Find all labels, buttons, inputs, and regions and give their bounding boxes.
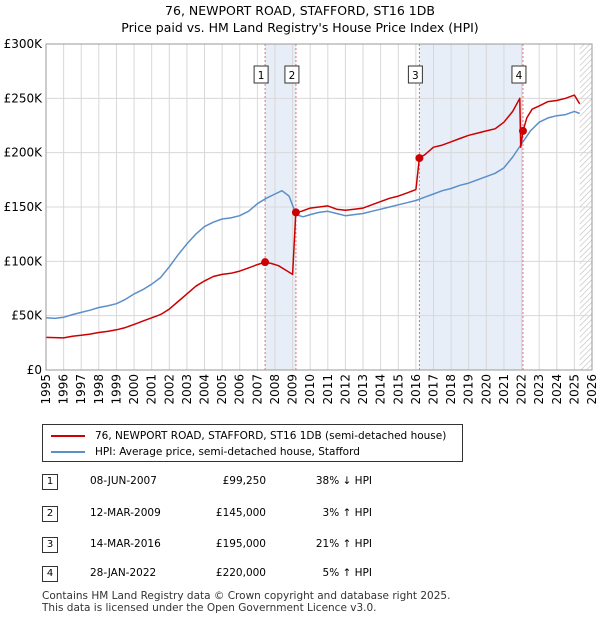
transaction-label-box bbox=[511, 65, 527, 84]
x-tick-label: 2023 bbox=[532, 374, 546, 405]
transaction-label: 1 bbox=[258, 70, 265, 82]
transaction-badge: 3 bbox=[42, 537, 58, 553]
transaction-point bbox=[518, 126, 527, 135]
y-tick-label: £0 bbox=[27, 363, 42, 377]
x-tick-label: 2001 bbox=[145, 374, 159, 405]
footer-copyright: Contains HM Land Registry data © Crown c… bbox=[42, 590, 451, 602]
transaction-label-box bbox=[407, 65, 423, 84]
x-tick-label: 2011 bbox=[321, 374, 335, 405]
x-tick-label: 2021 bbox=[497, 374, 511, 405]
y-tick-label: £300K bbox=[4, 37, 44, 51]
y-tick-label: £200K bbox=[4, 146, 44, 160]
transaction-badge: 1 bbox=[42, 474, 58, 490]
x-tick-label: 1999 bbox=[109, 374, 123, 405]
chart-subtitle: Price paid vs. HM Land Registry's House … bbox=[121, 20, 479, 35]
legend-item-hpi: HPI: Average price, semi-detached house,… bbox=[51, 445, 360, 459]
x-tick-label: 2022 bbox=[515, 374, 529, 405]
transaction-hpi-diff: 38% ↓ HPI bbox=[315, 475, 372, 487]
transaction-price: £145,000 bbox=[215, 507, 266, 519]
transaction-point bbox=[415, 154, 424, 163]
x-tick-label: 2008 bbox=[268, 374, 282, 405]
transaction-hpi-diff: 3% ↑ HPI bbox=[322, 507, 372, 519]
transaction-hpi-diff: 5% ↑ HPI bbox=[322, 567, 372, 579]
x-tick-label: 2004 bbox=[198, 374, 212, 405]
y-tick-label: £150K bbox=[4, 200, 44, 214]
transaction-label: 4 bbox=[516, 70, 523, 82]
transaction-label: 3 bbox=[412, 70, 419, 82]
legend-item-property: 76, NEWPORT ROAD, STAFFORD, ST16 1DB (se… bbox=[51, 429, 446, 443]
price-chart: 1 2 3 4 £0 £50K £100K £150K £200K £250K £300K 1995 1… bbox=[4, 37, 599, 405]
x-tick-label: 2010 bbox=[303, 374, 317, 405]
x-tick-label: 2015 bbox=[391, 374, 405, 405]
legend: 76, NEWPORT ROAD, STAFFORD, ST16 1DB (se… bbox=[42, 424, 463, 462]
plot-frame bbox=[45, 43, 593, 371]
transaction-date: 08-JUN-2007 bbox=[90, 475, 157, 487]
transaction-price: £99,250 bbox=[222, 475, 266, 487]
transaction-price: £195,000 bbox=[215, 538, 266, 550]
transaction-label: 2 bbox=[289, 70, 296, 82]
x-tick-label: 1998 bbox=[92, 374, 106, 405]
chart-title: 76, NEWPORT ROAD, STAFFORD, ST16 1DB bbox=[165, 3, 435, 18]
x-tick-label: 2000 bbox=[127, 374, 141, 405]
x-tick-label: 2020 bbox=[479, 374, 493, 405]
x-tick-label: 2005 bbox=[215, 374, 229, 405]
transaction-label-box bbox=[253, 65, 269, 84]
footer-licence: This data is licensed under the Open Gov… bbox=[42, 602, 377, 614]
x-tick-label: 1997 bbox=[74, 374, 88, 405]
hpi-line bbox=[45, 110, 580, 320]
transaction-point bbox=[291, 208, 300, 217]
x-tick-label: 2024 bbox=[550, 374, 564, 405]
x-tick-label: 2026 bbox=[585, 374, 599, 405]
x-tick-label: 1996 bbox=[57, 374, 71, 405]
transaction-date: 14-MAR-2016 bbox=[90, 538, 161, 550]
x-tick-label: 2006 bbox=[233, 374, 247, 405]
transaction-label-box bbox=[284, 65, 300, 84]
x-tick-label: 2016 bbox=[409, 374, 423, 405]
transaction-date: 12-MAR-2009 bbox=[90, 507, 161, 519]
transaction-point bbox=[261, 258, 270, 267]
y-tick-label: £250K bbox=[4, 91, 44, 105]
x-tick-label: 2019 bbox=[462, 374, 476, 405]
x-tick-label: 2013 bbox=[356, 374, 370, 405]
property-price-line bbox=[45, 94, 581, 339]
x-tick-label: 2012 bbox=[338, 374, 352, 405]
x-tick-label: 2009 bbox=[286, 374, 300, 405]
x-tick-label: 2018 bbox=[444, 374, 458, 405]
transaction-hpi-diff: 21% ↑ HPI bbox=[315, 538, 372, 550]
property-line-swatch bbox=[51, 435, 85, 437]
footer: Contains HM Land Registry data © Crown c… bbox=[42, 590, 450, 614]
x-tick-label: 2017 bbox=[426, 374, 440, 405]
x-tick-label: 2025 bbox=[567, 374, 581, 405]
hpi-line-swatch bbox=[51, 451, 85, 453]
y-tick-label: £100K bbox=[4, 254, 44, 268]
legend-label-property: 76, NEWPORT ROAD, STAFFORD, ST16 1DB (se… bbox=[95, 430, 447, 442]
y-tick-label: £50K bbox=[11, 309, 43, 323]
x-tick-label: 2002 bbox=[162, 374, 176, 405]
x-tick-label: 1995 bbox=[39, 374, 53, 405]
x-tick-label: 2007 bbox=[250, 374, 264, 405]
transaction-badge: 2 bbox=[42, 506, 58, 522]
x-tick-label: 2003 bbox=[180, 374, 194, 405]
transaction-badge: 4 bbox=[42, 566, 58, 582]
transaction-date: 28-JAN-2022 bbox=[90, 567, 157, 579]
legend-label-hpi: HPI: Average price, semi-detached house,… bbox=[95, 446, 360, 458]
transaction-price: £220,000 bbox=[215, 567, 266, 579]
x-tick-label: 2014 bbox=[374, 374, 388, 405]
